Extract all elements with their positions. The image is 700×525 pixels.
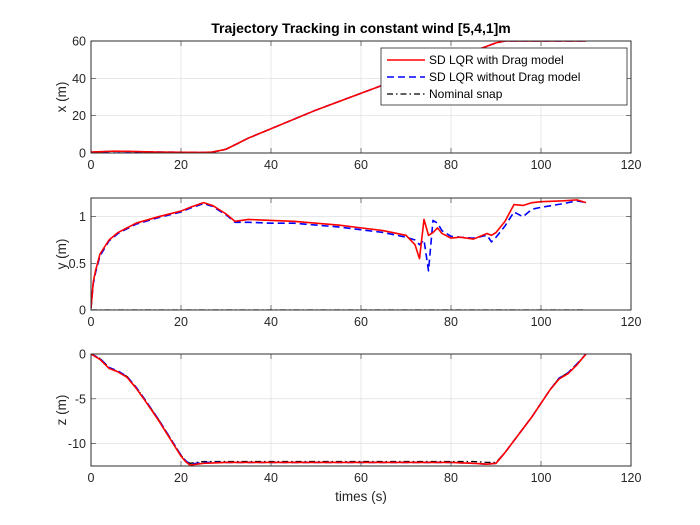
y-tick-label: 40	[72, 72, 86, 86]
series-line-sd-lqr-with-drag-model	[91, 354, 587, 466]
y-tick-label: 60	[72, 35, 86, 49]
series-line-sd-lqr-without-drag-model	[91, 200, 587, 309]
legend-entry: Nominal snap	[429, 87, 503, 101]
legend: SD LQR with Drag model SD LQR without Dra…	[380, 47, 628, 106]
chart-panel-3: 0 20 40 60 80 100 120 -10 -5 0 z (m) times (s)	[54, 348, 641, 505]
x-tick-label: 80	[444, 471, 458, 485]
x-tick-label: 100	[531, 471, 552, 485]
x-tick-label: 80	[444, 315, 458, 329]
y-tick-label: 1	[79, 210, 86, 224]
x-tick-label: 100	[531, 315, 552, 329]
y-tick-label: -10	[68, 437, 86, 451]
x-tick-label: 100	[531, 158, 552, 172]
x-tick-label: 20	[174, 158, 188, 172]
x-tick-label: 60	[354, 471, 368, 485]
series-line-sd-lqr-with-drag-model	[91, 199, 587, 309]
x-tick-label: 40	[264, 158, 278, 172]
series-line-sd-lqr-with-drag-model	[91, 41, 586, 153]
y-axis-label: y (m)	[54, 239, 69, 270]
y-axis-label: z (m)	[54, 395, 69, 426]
x-tick-label: 20	[174, 471, 188, 485]
x-tick-label: 20	[174, 315, 188, 329]
chart-panel-1: 0 20 40 60 80 100 120 0 20 40 60 x (m) Trajectory Tr…	[54, 20, 641, 172]
chart-panel-2: 0 20 40 60 80 100 120 0 0.5 1 y (m)	[54, 197, 642, 329]
y-tick-label: 0	[79, 348, 86, 362]
y-axis-label: x (m)	[54, 82, 69, 113]
y-tick-label: 0.5	[69, 257, 86, 271]
chart-title: Trajectory Tracking in constant wind [5,…	[211, 20, 511, 36]
x-tick-label: 120	[621, 471, 642, 485]
x-axis-label: times (s)	[335, 489, 387, 504]
x-tick-label: 40	[264, 315, 278, 329]
legend-entry: SD LQR with Drag model	[429, 53, 564, 67]
x-tick-label: 0	[88, 315, 95, 329]
y-tick-label: 0	[79, 304, 86, 318]
legend-entry: SD LQR without Drag model	[429, 70, 580, 84]
x-tick-label: 0	[88, 158, 95, 172]
x-tick-label: 0	[88, 471, 95, 485]
y-tick-label: 20	[72, 109, 86, 123]
y-tick-label: 0	[79, 147, 86, 161]
x-tick-label: 40	[264, 471, 278, 485]
x-tick-label: 60	[354, 158, 368, 172]
x-tick-label: 80	[444, 158, 458, 172]
x-tick-label: 60	[354, 315, 368, 329]
y-tick-label: -5	[75, 392, 86, 406]
x-tick-label: 120	[621, 158, 642, 172]
x-tick-label: 120	[621, 315, 642, 329]
